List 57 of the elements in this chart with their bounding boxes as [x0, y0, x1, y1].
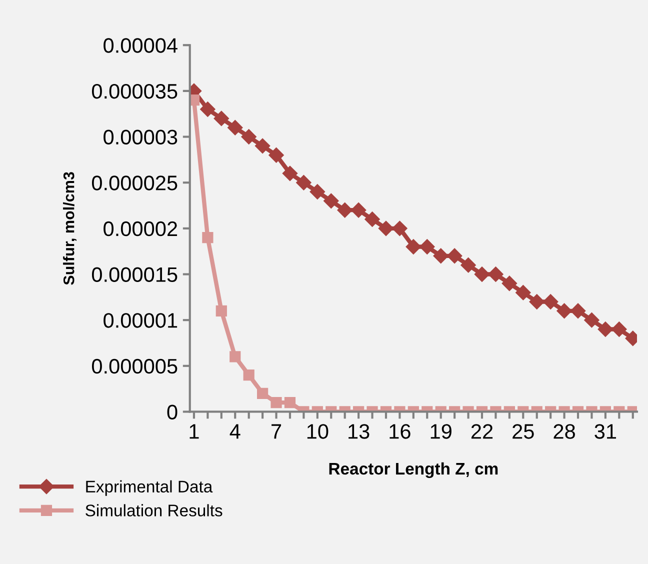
legend-label: Exprimental Data	[86, 480, 213, 496]
x-tick-label: 31	[594, 424, 616, 439]
point	[447, 248, 462, 264]
x-tick-label: 10	[307, 424, 328, 439]
x-tick-label: 22	[471, 424, 493, 439]
point	[529, 294, 544, 310]
y-tick-label: 0.00004	[104, 38, 178, 53]
point	[364, 212, 380, 227]
point	[420, 239, 435, 254]
point	[460, 258, 476, 273]
point	[282, 166, 298, 181]
point	[406, 239, 421, 254]
legend-label: Simulation Results	[86, 504, 222, 516]
point	[296, 175, 312, 190]
point	[488, 266, 504, 282]
point	[474, 266, 490, 282]
point	[350, 202, 366, 218]
y-tick-label: 0.00002	[104, 221, 178, 236]
point	[310, 184, 325, 200]
point	[216, 305, 227, 316]
point	[214, 110, 229, 126]
point	[200, 102, 216, 117]
point	[228, 120, 243, 136]
y-axis-title: Sulfur, mol/cm3	[63, 172, 76, 285]
y-tick-label: 0.000035	[92, 84, 178, 99]
x-tick-label: 1	[190, 424, 199, 439]
point	[202, 232, 214, 244]
point	[516, 285, 531, 300]
y-tick-label: 0	[167, 404, 178, 420]
x-axis-title: Reactor Length Z, cm	[329, 462, 498, 478]
x-tick-label: 7	[272, 424, 282, 439]
x-tick-label: 16	[390, 424, 410, 439]
point	[612, 322, 627, 337]
y-tick-label: 0.000015	[92, 267, 178, 282]
point	[570, 303, 586, 318]
point	[543, 294, 558, 310]
point	[324, 193, 339, 208]
point	[556, 303, 572, 318]
point	[392, 220, 408, 236]
point	[433, 248, 448, 264]
point	[241, 129, 256, 144]
point	[584, 312, 600, 328]
x-tick-label: 13	[348, 424, 370, 439]
point	[502, 276, 517, 291]
x-tick-label: 25	[512, 424, 534, 439]
point	[254, 138, 270, 154]
y-tick-label: 0.00001	[104, 313, 178, 328]
point	[598, 322, 614, 337]
y-tick-label: 0.00003	[104, 130, 178, 145]
point	[268, 148, 284, 163]
x-tick-label: 28	[554, 424, 575, 439]
y-tick-label: 0.000005	[92, 358, 178, 374]
point	[378, 220, 394, 236]
x-tick-label: 19	[430, 424, 452, 439]
point	[337, 202, 352, 218]
x-tick-label: 4	[230, 424, 240, 439]
y-tick-label: 0.000025	[92, 176, 178, 190]
